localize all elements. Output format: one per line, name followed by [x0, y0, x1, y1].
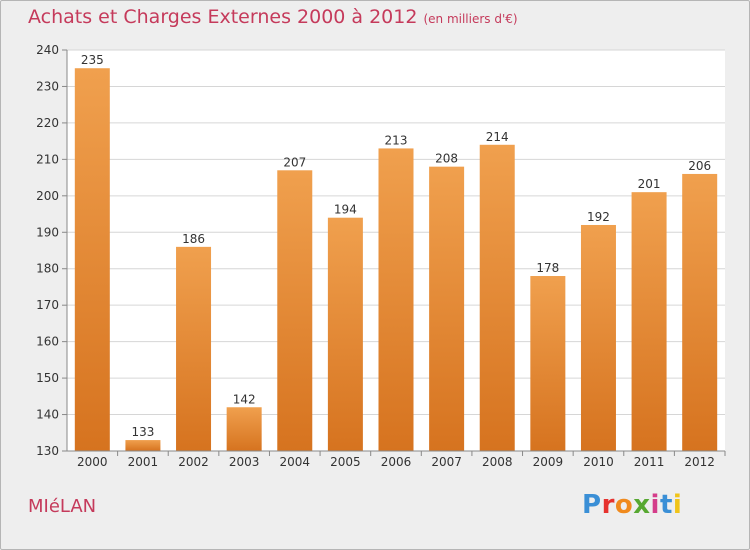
logo-letter: i [672, 490, 683, 520]
logo-letter: o [614, 490, 634, 520]
chart-subtitle: (en milliers d'€) [423, 12, 518, 26]
bar [226, 407, 262, 451]
x-tick-label: 2003 [229, 455, 260, 469]
bar [580, 224, 616, 451]
bar-value-label: 201 [638, 177, 661, 191]
y-tick-label: 240 [36, 43, 59, 57]
x-tick-label: 2008 [482, 455, 513, 469]
bar-value-label: 213 [385, 133, 408, 147]
bar [479, 144, 515, 452]
bar [125, 440, 161, 451]
bar [530, 276, 566, 451]
y-tick-label: 220 [36, 116, 59, 130]
y-tick-label: 230 [36, 79, 59, 93]
x-tick-label: 2002 [178, 455, 209, 469]
chart-title: Achats et Charges Externes 2000 à 2012 (e… [28, 6, 518, 28]
logo-letter: r [601, 490, 615, 520]
x-tick-label: 2012 [684, 455, 715, 469]
bar [327, 217, 363, 451]
logo-letter: x [633, 490, 651, 520]
x-tick-label: 2004 [279, 455, 310, 469]
x-tick-label: 2010 [583, 455, 614, 469]
bars: 235 133 186 142 207 194 213 208 214 178 192 201 206 [74, 53, 718, 452]
x-tick-label: 2011 [634, 455, 665, 469]
x-axis: 2000 2001 2002 2003 2004 2005 2006 2007 2008 2009… [67, 450, 726, 469]
x-tick-label: 2006 [381, 455, 412, 469]
logo-letter: P [582, 490, 602, 520]
x-tick-label: 2009 [533, 455, 564, 469]
bar-value-label: 178 [536, 261, 559, 275]
bar-value-label: 206 [688, 159, 711, 173]
bar [176, 246, 212, 451]
y-axis: 130 140 150 160 170 180 190 200 210 220 230 240 [36, 43, 68, 458]
bar-value-label: 208 [435, 152, 458, 166]
bar [682, 173, 718, 452]
y-tick-label: 180 [36, 262, 59, 276]
bar [378, 148, 414, 451]
y-tick-label: 130 [36, 444, 59, 458]
bar-value-label: 133 [131, 425, 154, 439]
bar [429, 166, 465, 451]
bar-value-label: 192 [587, 210, 610, 224]
bar-value-label: 235 [81, 53, 104, 67]
y-tick-label: 200 [36, 189, 59, 203]
y-tick-label: 190 [36, 225, 59, 239]
x-tick-label: 2007 [431, 455, 462, 469]
y-tick-label: 210 [36, 152, 59, 166]
bar-value-label: 214 [486, 130, 509, 144]
x-tick-label: 2000 [77, 455, 108, 469]
city-name: MIéLAN [28, 496, 97, 517]
bar-value-label: 142 [233, 392, 256, 406]
bar-value-label: 207 [283, 155, 306, 169]
y-tick-label: 140 [36, 408, 59, 422]
bar-value-label: 186 [182, 232, 205, 246]
bar [631, 192, 667, 451]
x-tick-label: 2001 [128, 455, 159, 469]
x-tick-label: 2005 [330, 455, 361, 469]
logo-letter: t [659, 490, 673, 520]
bar [74, 68, 110, 452]
y-tick-label: 150 [36, 371, 59, 385]
chart-title-text: Achats et Charges Externes 2000 à 2012 [28, 6, 418, 28]
bar-value-label: 194 [334, 203, 357, 217]
bar [277, 170, 313, 452]
logo-letter: i [650, 490, 660, 520]
y-tick-label: 170 [36, 298, 59, 312]
y-tick-label: 160 [36, 335, 59, 349]
proxiti-logo: Proxiti [582, 490, 682, 520]
